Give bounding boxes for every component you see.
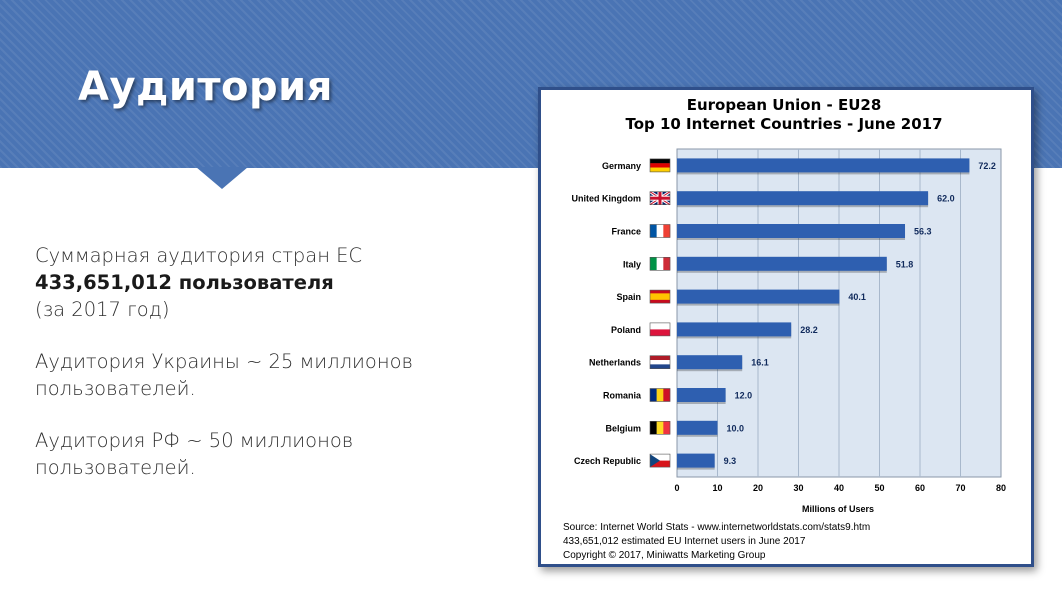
bar-value-label: 10.0 — [727, 423, 745, 433]
italy-flag-icon — [649, 257, 671, 271]
russia-audience-line-2: пользователей. — [35, 456, 196, 479]
bar — [677, 224, 906, 238]
x-tick-label: 80 — [996, 483, 1006, 493]
x-tick-label: 70 — [955, 483, 965, 493]
source-line-1: Source: Internet World Stats - www.inter… — [563, 522, 870, 533]
x-tick-label: 60 — [915, 483, 925, 493]
bar-value-label: 9.3 — [724, 456, 737, 466]
category-label: Romania — [603, 391, 642, 401]
chart-title: European Union - EU28 — [687, 96, 882, 114]
poland-flag-icon — [649, 322, 671, 337]
bar — [677, 158, 970, 173]
bar-value-label: 72.2 — [978, 161, 996, 171]
category-label: France — [611, 227, 641, 237]
category-label: Belgium — [605, 423, 641, 433]
x-tick-label: 50 — [874, 483, 884, 493]
title-banner — [0, 0, 1062, 168]
bar-value-label: 62.0 — [937, 194, 955, 204]
x-axis-label: Millions of Users — [802, 504, 874, 514]
netherlands-flag-icon — [649, 355, 671, 370]
x-tick-label: 20 — [753, 483, 763, 493]
germany-flag-icon — [649, 158, 671, 173]
czech-republic-flag-icon — [649, 453, 671, 468]
source-line-2: 433,651,012 estimated EU Internet users … — [563, 536, 806, 547]
banner-notch — [196, 167, 248, 189]
belgium-flag-icon — [649, 420, 671, 435]
bar — [677, 388, 726, 402]
bar-value-label: 16.1 — [751, 358, 769, 368]
bar — [677, 256, 887, 271]
bar-value-label: 56.3 — [914, 227, 932, 237]
russia-audience-line-1: Аудитория РФ ~ 50 миллионов — [35, 429, 354, 452]
bar — [677, 355, 743, 370]
category-label: Netherlands — [589, 358, 641, 368]
bar — [677, 191, 929, 206]
bar-value-label: 12.0 — [735, 391, 753, 401]
spain-flag-icon — [649, 289, 671, 304]
chart-subtitle: Top 10 Internet Countries - June 2017 — [625, 115, 942, 133]
source-line-3: Copyright © 2017, Miniwatts Marketing Gr… — [563, 550, 766, 561]
ukraine-audience-paragraph: Аудитория Украины ~ 25 миллионов пользов… — [35, 348, 495, 402]
united-kingdom-flag-icon — [649, 190, 671, 206]
category-label: Spain — [616, 292, 641, 302]
bar-value-label: 40.1 — [848, 292, 866, 302]
ukraine-audience-line-2: пользователей. — [35, 377, 196, 400]
eu-audience-count: 433,651,012 пользователя — [35, 271, 334, 294]
chart-frame: European Union - EU28 Top 10 Internet Co… — [538, 87, 1034, 567]
slide-title: Аудитория — [78, 64, 333, 110]
romania-flag-icon — [649, 388, 671, 402]
bar — [677, 322, 792, 337]
x-tick-label: 0 — [674, 483, 679, 493]
body-text: Суммарная аудитория стран ЕС 433,651,012… — [35, 242, 495, 506]
bar-value-label: 51.8 — [896, 259, 914, 269]
category-label: Czech Republic — [574, 456, 641, 466]
eu-audience-paragraph: Суммарная аудитория стран ЕС 433,651,012… — [35, 242, 495, 323]
bar — [677, 453, 715, 468]
bar-chart: European Union - EU28 Top 10 Internet Co… — [563, 96, 1006, 561]
plot-area: 0 10 20 30 40 50 60 70 80 Germany 72.2 United Kingd… — [572, 148, 1006, 493]
france-flag-icon — [649, 224, 671, 238]
x-tick-label: 30 — [793, 483, 803, 493]
x-tick-label: 40 — [834, 483, 844, 493]
bar-value-label: 28.2 — [800, 325, 818, 335]
category-label: Germany — [602, 161, 641, 171]
category-label: United Kingdom — [572, 194, 642, 204]
category-label: Italy — [623, 259, 641, 269]
eu-audience-line: Суммарная аудитория стран ЕС — [35, 244, 363, 267]
russia-audience-paragraph: Аудитория РФ ~ 50 миллионов пользователе… — [35, 427, 495, 481]
bar — [677, 420, 718, 435]
category-label: Poland — [611, 325, 641, 335]
ukraine-audience-line-1: Аудитория Украины ~ 25 миллионов — [35, 350, 413, 373]
eu-audience-year: (за 2017 год) — [35, 298, 170, 321]
x-tick-label: 10 — [712, 483, 722, 493]
bar — [677, 289, 840, 304]
